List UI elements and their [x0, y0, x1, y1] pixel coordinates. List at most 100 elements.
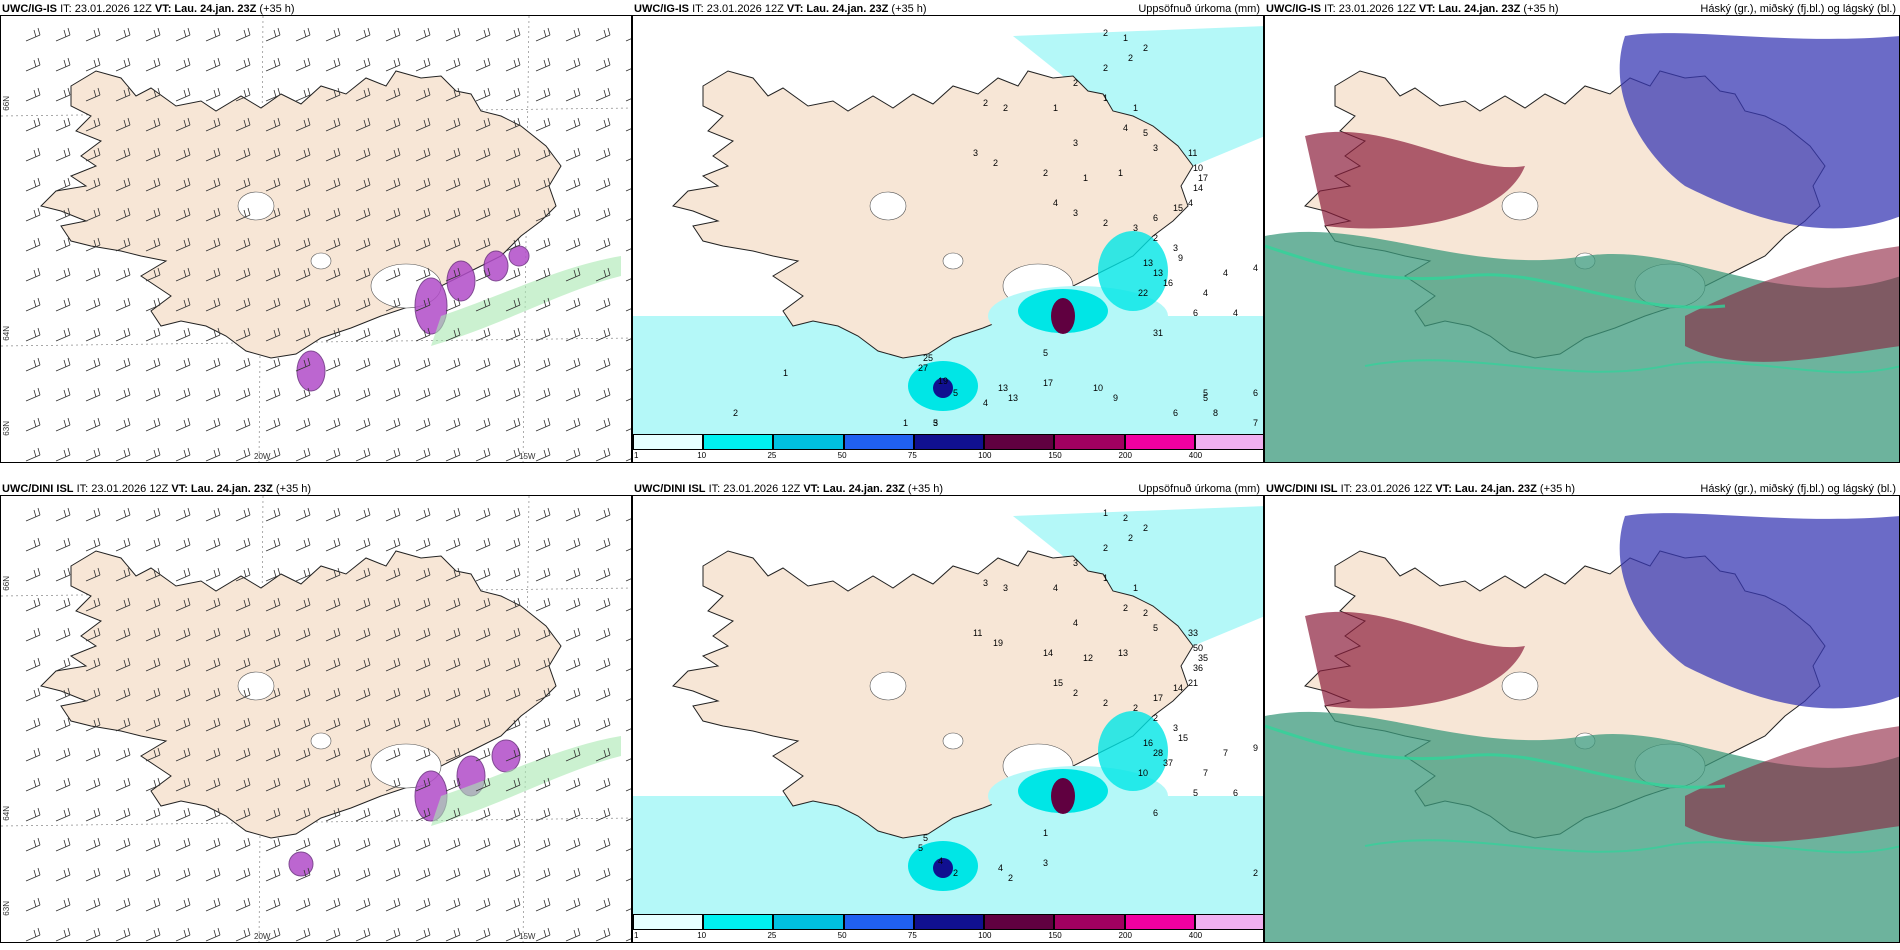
wind-barb — [55, 897, 71, 912]
wind-barb — [325, 717, 341, 732]
precip-north-area — [1013, 506, 1263, 646]
wind-barb — [295, 87, 311, 102]
wind-barb — [445, 417, 461, 432]
wind-barb — [55, 567, 71, 582]
wind-barb — [355, 447, 371, 462]
wind-barb — [115, 867, 131, 882]
high-cloud-area — [1265, 231, 1899, 462]
wind-barb — [85, 297, 101, 312]
legend-tick-label: 50 — [837, 451, 847, 460]
wind-barb — [85, 27, 101, 42]
legend-color-cell — [633, 434, 704, 450]
wind-barb — [55, 537, 71, 552]
wind-barb — [325, 87, 341, 102]
precip-value-label: 5 — [1203, 388, 1208, 398]
precip-value-label: 22 — [1138, 288, 1148, 298]
wind-barb — [25, 807, 41, 822]
glacier — [1501, 191, 1539, 221]
wind-barb — [295, 717, 311, 732]
wind-barb — [25, 177, 41, 192]
precip-value-label: 5 — [953, 388, 958, 398]
precip-value-label: 2 — [1143, 608, 1148, 618]
wind-barb — [625, 68, 631, 72]
wind-barb — [55, 597, 71, 612]
wind-barb — [55, 357, 71, 372]
precip-value-label: 17 — [1153, 693, 1163, 703]
wind-barb — [25, 597, 41, 612]
wind-barb — [475, 837, 491, 852]
wind-barb — [115, 87, 131, 102]
wind-barb — [385, 387, 401, 402]
precip-value-label: 1 — [1133, 103, 1138, 113]
wind-barb — [325, 687, 341, 702]
wind-barb — [295, 147, 311, 162]
wind-barb — [535, 567, 551, 582]
wind-barb — [205, 447, 221, 462]
wind-barb — [385, 567, 401, 582]
wind-barb — [595, 837, 611, 852]
wind-barb — [625, 788, 631, 792]
valid-time: Lau. 24.jan. 23Z — [190, 483, 273, 495]
wind-barb — [415, 387, 431, 402]
wind-barb — [205, 807, 221, 822]
glacier — [310, 732, 332, 750]
wind-barb — [175, 597, 191, 612]
wind-barb — [85, 687, 101, 702]
wind-barb — [505, 147, 521, 162]
wind-barb — [565, 507, 581, 522]
wind-barb — [415, 267, 431, 282]
wind-barb — [205, 597, 221, 612]
precip-value-label: 3 — [1073, 558, 1078, 568]
wind-barb — [175, 237, 191, 252]
wind-barb — [625, 818, 631, 822]
wind-barb — [205, 927, 221, 942]
high-cloud-edge — [1364, 359, 1899, 374]
wind-barb — [535, 927, 551, 942]
wind-barb — [145, 57, 161, 72]
legend-tick-label: 25 — [767, 451, 777, 460]
wind-barb — [625, 668, 631, 672]
wind-barb — [115, 357, 131, 372]
wind-barb — [505, 27, 521, 42]
wind-barb — [625, 518, 631, 522]
wind-barb — [295, 327, 311, 342]
high-cloud-area — [1265, 711, 1899, 942]
model-name: UWC/IG-IS — [1266, 3, 1321, 15]
wind-barb — [235, 447, 251, 462]
wind-barb — [175, 717, 191, 732]
legend-color-cell — [773, 914, 844, 930]
wind-barb — [565, 777, 581, 792]
model-name: UWC/DINI ISL — [2, 483, 74, 495]
wind-map — [1, 16, 631, 462]
wind-barb — [25, 567, 41, 582]
mid-cloud-area — [1305, 131, 1525, 229]
wind-barb — [25, 147, 41, 162]
wind-barb — [85, 777, 101, 792]
wind-barb — [445, 267, 461, 282]
wind-barb — [505, 927, 521, 942]
wind-barb — [175, 807, 191, 822]
precip-value-label: 2 — [1123, 513, 1128, 523]
wind-barb — [235, 87, 251, 102]
wind-barb — [595, 297, 611, 312]
wind-barb — [415, 537, 431, 552]
wind-barb — [445, 747, 461, 762]
legend-color-cell — [984, 914, 1055, 930]
wind-barb — [595, 777, 611, 792]
wind-barb — [415, 507, 431, 522]
wind-barb — [55, 657, 71, 672]
wind-barb — [235, 597, 251, 612]
wind-barb — [295, 177, 311, 192]
wind-barb — [385, 507, 401, 522]
wind-barb — [535, 27, 551, 42]
wind-map-panel-bottom: 66N 64N 63N 20W 15W — [0, 495, 632, 943]
wind-barb — [115, 57, 131, 72]
wind-barb — [565, 567, 581, 582]
wind-barb — [505, 387, 521, 402]
precip-value-label: 19 — [993, 638, 1003, 648]
wind-barb — [385, 837, 401, 852]
wind-barb — [25, 237, 41, 252]
wind-barb — [355, 27, 371, 42]
wind-barb — [625, 278, 631, 282]
wind-barb — [145, 327, 161, 342]
